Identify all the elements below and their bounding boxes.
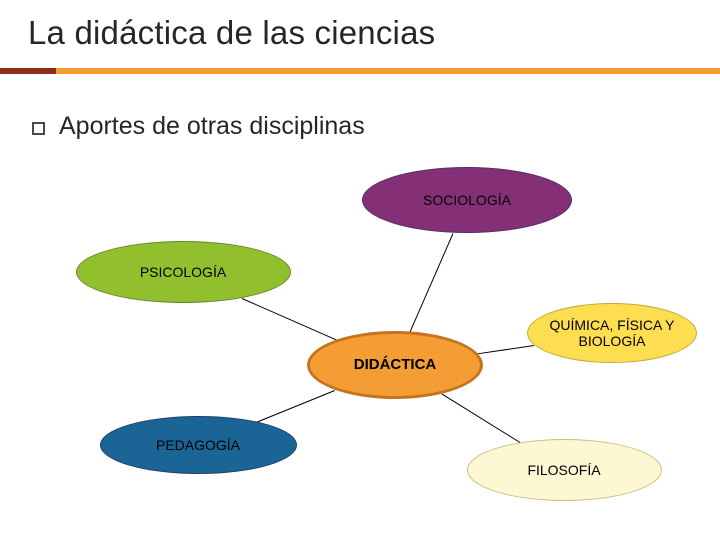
node-filosofia: FILOSOFÍA [467, 439, 662, 501]
node-pedagogia: PEDAGOGÍA [100, 416, 297, 474]
edge-quimfisbio-didactica [477, 345, 533, 354]
underline-brick [0, 68, 56, 74]
slide: La didáctica de las ciencias Aportes de … [0, 0, 720, 540]
bullet-marker-icon [32, 122, 45, 135]
bullet-row: Aportes de otras disciplinas [32, 112, 365, 141]
slide-title: La didáctica de las ciencias [28, 14, 435, 52]
node-didactica: DIDÁCTICA [307, 331, 483, 399]
diagram-canvas: SOCIOLOGÍA PSICOLOGÍA QUÍMICA, FÍSICA Y BI… [0, 150, 720, 540]
title-underline [0, 68, 720, 74]
node-quimfisbio: QUÍMICA, FÍSICA Y BIOLOGÍA [527, 303, 697, 363]
node-sociologia: SOCIOLOGÍA [362, 167, 572, 233]
edge-filosofia-didactica [441, 394, 520, 443]
node-psicologia: PSICOLOGÍA [76, 241, 291, 303]
bullet-text: Aportes de otras disciplinas [59, 112, 365, 141]
edge-pedagogia-didactica [256, 390, 335, 423]
edge-psicologia-didactica [242, 298, 337, 340]
underline-orange [56, 68, 720, 74]
edge-sociologia-didactica [409, 233, 453, 332]
